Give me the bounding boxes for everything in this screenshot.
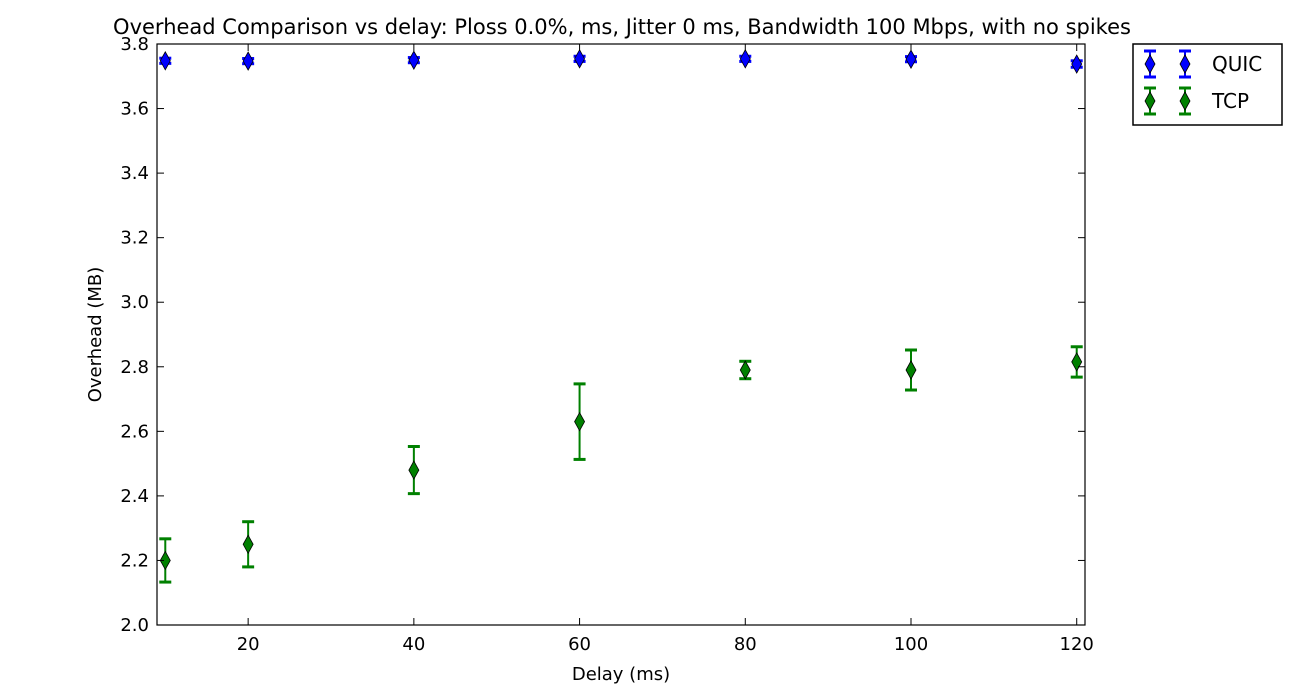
y-axis-label: Overhead (MB) — [85, 267, 106, 403]
x-tick-label: 100 — [894, 634, 928, 655]
data-point — [574, 411, 586, 432]
y-tick-label: 3.0 — [120, 292, 149, 313]
y-tick-label: 2.6 — [120, 421, 149, 442]
data-point — [408, 50, 420, 70]
legend-marker — [1144, 91, 1156, 111]
data-point — [905, 360, 917, 380]
data-point — [159, 50, 171, 71]
plot-layer — [159, 49, 1083, 584]
y-tick-label: 2.4 — [120, 486, 149, 507]
data-point — [739, 49, 751, 69]
legend-entry-quic: QUIC — [1144, 49, 1262, 79]
legend-marker — [1144, 54, 1156, 74]
data-point — [574, 49, 586, 69]
data-point — [159, 550, 171, 571]
data-point — [1071, 352, 1083, 372]
series-quic — [159, 49, 1083, 74]
legend: QUIC TCP — [1132, 43, 1283, 126]
data-point — [242, 51, 254, 71]
y-tick-label: 2.8 — [120, 357, 149, 378]
y-tick-label: 3.2 — [120, 228, 149, 249]
y-tick-label: 3.6 — [120, 99, 149, 120]
data-point — [242, 534, 254, 555]
legend-label: TCP — [1211, 89, 1249, 113]
x-axis-label: Delay (ms) — [572, 664, 670, 685]
legend-marker — [1179, 91, 1191, 111]
data-point — [905, 49, 917, 69]
y-tick-label: 2.2 — [120, 550, 149, 571]
legend-marker — [1179, 54, 1191, 74]
data-point — [1071, 54, 1083, 74]
data-point — [739, 360, 751, 380]
x-tick-label: 60 — [568, 634, 591, 655]
data-point — [408, 460, 420, 480]
legend-entry-tcp: TCP — [1144, 86, 1249, 116]
x-tick-label: 80 — [734, 634, 757, 655]
legend-label: QUIC — [1212, 52, 1262, 76]
y-tick-label: 3.4 — [120, 163, 149, 184]
series-tcp — [159, 345, 1083, 584]
tick-layer: 20 40 60 80 100 120 2.0 2.2 2.4 2.6 2.8 3.0 3.2 3.4 3.… — [120, 34, 1094, 655]
y-tick-label: 3.8 — [120, 34, 149, 55]
x-tick-label: 40 — [402, 634, 425, 655]
legend-box — [1132, 43, 1283, 126]
chart-title: Overhead Comparison vs delay: Ploss 0.0%… — [113, 15, 1131, 39]
plot-frame — [156, 43, 1086, 626]
x-tick-label: 120 — [1060, 634, 1094, 655]
x-tick-label: 20 — [237, 634, 260, 655]
y-tick-label: 2.0 — [120, 615, 149, 636]
